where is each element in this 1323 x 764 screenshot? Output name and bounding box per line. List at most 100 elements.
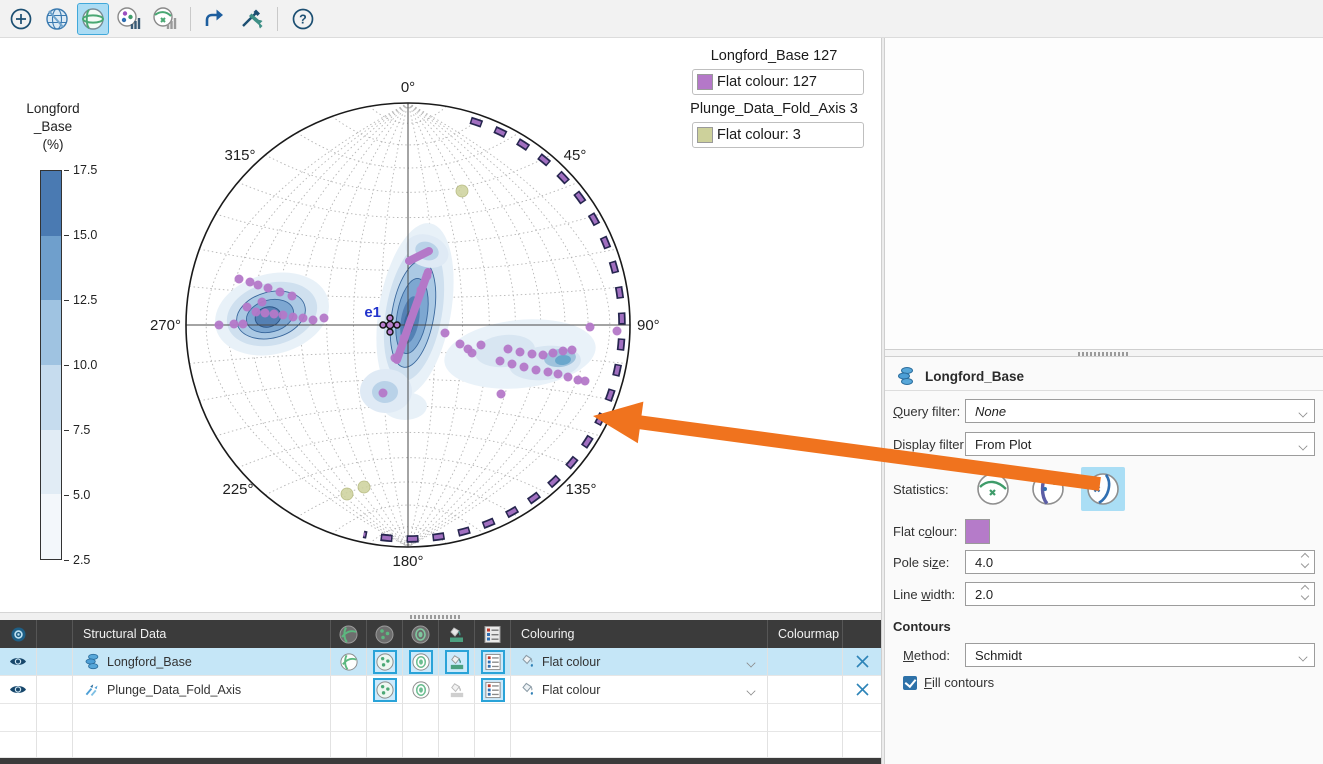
pole-point[interactable]: [543, 367, 553, 377]
globe-icon[interactable]: [42, 4, 72, 34]
pole-point[interactable]: [214, 320, 224, 330]
pole-point[interactable]: [519, 362, 529, 372]
add-icon[interactable]: [6, 4, 36, 34]
pole-point[interactable]: [308, 315, 318, 325]
pole-point[interactable]: [495, 356, 505, 366]
flat-colour-swatch[interactable]: [965, 519, 990, 544]
pole-point[interactable]: [558, 346, 568, 356]
colouring-select[interactable]: Flat colour: [511, 676, 768, 704]
stereonet-view-icon[interactable]: [77, 2, 109, 35]
splitter-grip[interactable]: [410, 615, 462, 619]
pole-point[interactable]: [288, 312, 298, 322]
pole-point[interactable]: [253, 280, 263, 290]
table-row-longford-base[interactable]: Longford_Base Flat colour: [0, 648, 881, 676]
pole-point[interactable]: [263, 283, 273, 293]
structural-data-column-header[interactable]: Structural Data: [73, 620, 331, 648]
colouring-column-header[interactable]: Colouring: [511, 620, 768, 648]
fold-axis-pole[interactable]: [455, 184, 469, 198]
show-contours-toggle[interactable]: [403, 648, 439, 676]
poles-column-header[interactable]: [367, 620, 403, 648]
show-legend-toggle[interactable]: [475, 676, 511, 704]
pole-point[interactable]: [416, 285, 426, 295]
planes-column-header[interactable]: [331, 620, 367, 648]
right-panel-splitter[interactable]: [885, 349, 1323, 357]
show-poles-toggle[interactable]: [367, 648, 403, 676]
pole-point[interactable]: [440, 328, 450, 338]
pole-point[interactable]: [467, 348, 477, 358]
row-name-cell[interactable]: Longford_Base: [73, 648, 331, 676]
spin-up-icon[interactable]: [1301, 553, 1309, 559]
vertical-splitter[interactable]: [881, 38, 885, 764]
pole-point[interactable]: [257, 297, 267, 307]
pole-point[interactable]: [531, 365, 541, 375]
pole-point[interactable]: [242, 302, 252, 312]
fold-axis-pole[interactable]: [340, 487, 354, 501]
export-icon[interactable]: [201, 4, 231, 34]
pole-point[interactable]: [476, 340, 486, 350]
pole-point[interactable]: [234, 274, 244, 284]
pole-point[interactable]: [229, 319, 239, 329]
pole-point[interactable]: [515, 347, 525, 357]
e1-marker[interactable]: [379, 314, 401, 336]
pole-point[interactable]: [612, 326, 622, 336]
fill-contours-toggle[interactable]: [439, 648, 475, 676]
pole-point[interactable]: [503, 344, 513, 354]
stereonet-plot[interactable]: e1 0° 45° 90° 135° 180° 225° 270° 315°: [0, 38, 881, 612]
spinner-arrows[interactable]: [1301, 553, 1309, 568]
spin-down-icon[interactable]: [1301, 594, 1309, 600]
pole-point[interactable]: [275, 287, 285, 297]
pole-point[interactable]: [496, 389, 506, 399]
visibility-toggle[interactable]: [0, 676, 37, 704]
pole-point[interactable]: [238, 319, 248, 329]
fold-axis-pole[interactable]: [357, 480, 371, 494]
show-contours-toggle[interactable]: [403, 676, 439, 704]
colourmap-cell[interactable]: [768, 648, 843, 676]
pole-point[interactable]: [573, 375, 583, 385]
plot-table-splitter[interactable]: [0, 612, 881, 620]
pole-point[interactable]: [455, 339, 465, 349]
pole-point[interactable]: [585, 322, 595, 332]
fill-contours-toggle[interactable]: [439, 676, 475, 704]
table-row-plunge-data-fold-axis[interactable]: Plunge_Data_Fold_Axis Flat colour: [0, 676, 881, 704]
pole-point[interactable]: [563, 372, 573, 382]
spin-down-icon[interactable]: [1301, 562, 1309, 568]
pole-point[interactable]: [287, 291, 297, 301]
display-filter-select[interactable]: From Plot: [965, 432, 1315, 456]
remove-row-button[interactable]: [843, 648, 881, 676]
splitter-grip[interactable]: [1078, 352, 1130, 356]
pole-point[interactable]: [538, 350, 548, 360]
contours-column-header[interactable]: [403, 620, 439, 648]
pole-point[interactable]: [378, 388, 388, 398]
contour-method-select[interactable]: Schmidt: [965, 643, 1315, 667]
fill-contours-checkbox[interactable]: [903, 675, 917, 690]
pole-point[interactable]: [507, 359, 517, 369]
pole-point[interactable]: [527, 349, 537, 359]
visibility-toggle[interactable]: [0, 648, 37, 676]
spinner-arrows[interactable]: [1301, 585, 1309, 600]
show-poles-toggle[interactable]: [367, 676, 403, 704]
show-planes-toggle[interactable]: [331, 676, 367, 704]
colouring-select[interactable]: Flat colour: [511, 648, 768, 676]
pole-point[interactable]: [553, 369, 563, 379]
statistics-fisher-button[interactable]: [1081, 467, 1125, 511]
pole-point[interactable]: [251, 307, 261, 317]
pole-point[interactable]: [580, 376, 590, 386]
row-name-cell[interactable]: Plunge_Data_Fold_Axis: [73, 676, 331, 704]
pole-point[interactable]: [278, 310, 288, 320]
colourmap-cell[interactable]: [768, 676, 843, 704]
spin-up-icon[interactable]: [1301, 585, 1309, 591]
colour-stats-icon[interactable]: [114, 4, 144, 34]
pole-point[interactable]: [260, 308, 270, 318]
pole-size-input[interactable]: 4.0: [965, 550, 1315, 574]
help-icon[interactable]: ?: [288, 4, 318, 34]
fill-column-header[interactable]: [439, 620, 475, 648]
colourmap-column-header[interactable]: Colourmap: [768, 620, 843, 648]
visibility-column-header[interactable]: [0, 620, 37, 648]
query-filter-select[interactable]: None: [965, 399, 1315, 423]
pole-point[interactable]: [548, 348, 558, 358]
pole-point[interactable]: [245, 277, 255, 287]
pole-point[interactable]: [390, 353, 400, 363]
pole-point[interactable]: [422, 271, 432, 281]
options-icon[interactable]: [237, 4, 267, 34]
stats-off-icon[interactable]: [150, 4, 180, 34]
